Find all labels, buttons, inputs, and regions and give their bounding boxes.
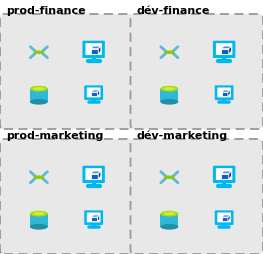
- Polygon shape: [221, 49, 229, 54]
- Circle shape: [168, 176, 171, 179]
- FancyBboxPatch shape: [130, 139, 263, 254]
- Ellipse shape: [160, 224, 178, 230]
- Polygon shape: [97, 215, 100, 221]
- FancyBboxPatch shape: [87, 87, 100, 97]
- Ellipse shape: [30, 99, 48, 105]
- Polygon shape: [222, 217, 228, 221]
- Polygon shape: [221, 46, 231, 49]
- Polygon shape: [91, 171, 101, 174]
- Text: dév-finance: dév-finance: [136, 6, 210, 16]
- Polygon shape: [97, 90, 100, 97]
- Text: prod-marketing: prod-marketing: [6, 131, 103, 141]
- Ellipse shape: [33, 87, 45, 90]
- Polygon shape: [160, 89, 178, 102]
- Ellipse shape: [30, 224, 48, 230]
- Polygon shape: [91, 49, 98, 54]
- Polygon shape: [91, 46, 101, 49]
- FancyBboxPatch shape: [130, 14, 263, 129]
- Polygon shape: [229, 171, 231, 179]
- Ellipse shape: [30, 86, 48, 91]
- FancyBboxPatch shape: [0, 14, 133, 129]
- Circle shape: [171, 51, 174, 53]
- Polygon shape: [91, 215, 100, 217]
- Circle shape: [165, 51, 167, 53]
- Ellipse shape: [164, 212, 175, 215]
- Polygon shape: [91, 92, 97, 97]
- Polygon shape: [222, 90, 230, 92]
- Circle shape: [171, 176, 174, 179]
- FancyBboxPatch shape: [0, 139, 133, 254]
- Circle shape: [34, 176, 37, 179]
- Circle shape: [38, 51, 40, 53]
- Circle shape: [41, 51, 43, 53]
- FancyBboxPatch shape: [215, 85, 234, 100]
- Polygon shape: [222, 215, 230, 217]
- Text: prod-finance: prod-finance: [6, 6, 86, 16]
- Ellipse shape: [160, 99, 178, 105]
- Ellipse shape: [30, 211, 48, 216]
- Text: dév-marketing: dév-marketing: [136, 131, 227, 141]
- FancyBboxPatch shape: [87, 213, 100, 223]
- Ellipse shape: [33, 212, 45, 215]
- Circle shape: [168, 51, 171, 53]
- FancyBboxPatch shape: [213, 41, 235, 58]
- Circle shape: [38, 176, 40, 179]
- Polygon shape: [30, 214, 48, 227]
- Polygon shape: [160, 214, 178, 227]
- FancyBboxPatch shape: [217, 87, 231, 97]
- FancyBboxPatch shape: [213, 166, 235, 183]
- Polygon shape: [229, 46, 231, 54]
- Circle shape: [165, 176, 167, 179]
- Polygon shape: [221, 174, 229, 179]
- Circle shape: [41, 176, 43, 179]
- FancyBboxPatch shape: [82, 166, 105, 183]
- FancyBboxPatch shape: [85, 43, 102, 55]
- Circle shape: [34, 51, 37, 53]
- Ellipse shape: [164, 87, 175, 90]
- Polygon shape: [222, 92, 228, 97]
- FancyBboxPatch shape: [82, 41, 105, 58]
- Polygon shape: [228, 90, 230, 97]
- Ellipse shape: [160, 86, 178, 91]
- FancyBboxPatch shape: [215, 210, 234, 225]
- Ellipse shape: [160, 211, 178, 216]
- Polygon shape: [98, 46, 101, 54]
- FancyBboxPatch shape: [216, 43, 232, 55]
- Polygon shape: [98, 171, 101, 179]
- FancyBboxPatch shape: [217, 213, 231, 223]
- FancyBboxPatch shape: [216, 168, 232, 180]
- Polygon shape: [221, 171, 231, 174]
- Polygon shape: [30, 89, 48, 102]
- Polygon shape: [91, 174, 98, 179]
- Polygon shape: [228, 215, 230, 221]
- Polygon shape: [91, 90, 100, 92]
- FancyBboxPatch shape: [84, 210, 103, 225]
- FancyBboxPatch shape: [84, 85, 103, 100]
- FancyBboxPatch shape: [85, 168, 102, 180]
- Polygon shape: [91, 217, 97, 221]
